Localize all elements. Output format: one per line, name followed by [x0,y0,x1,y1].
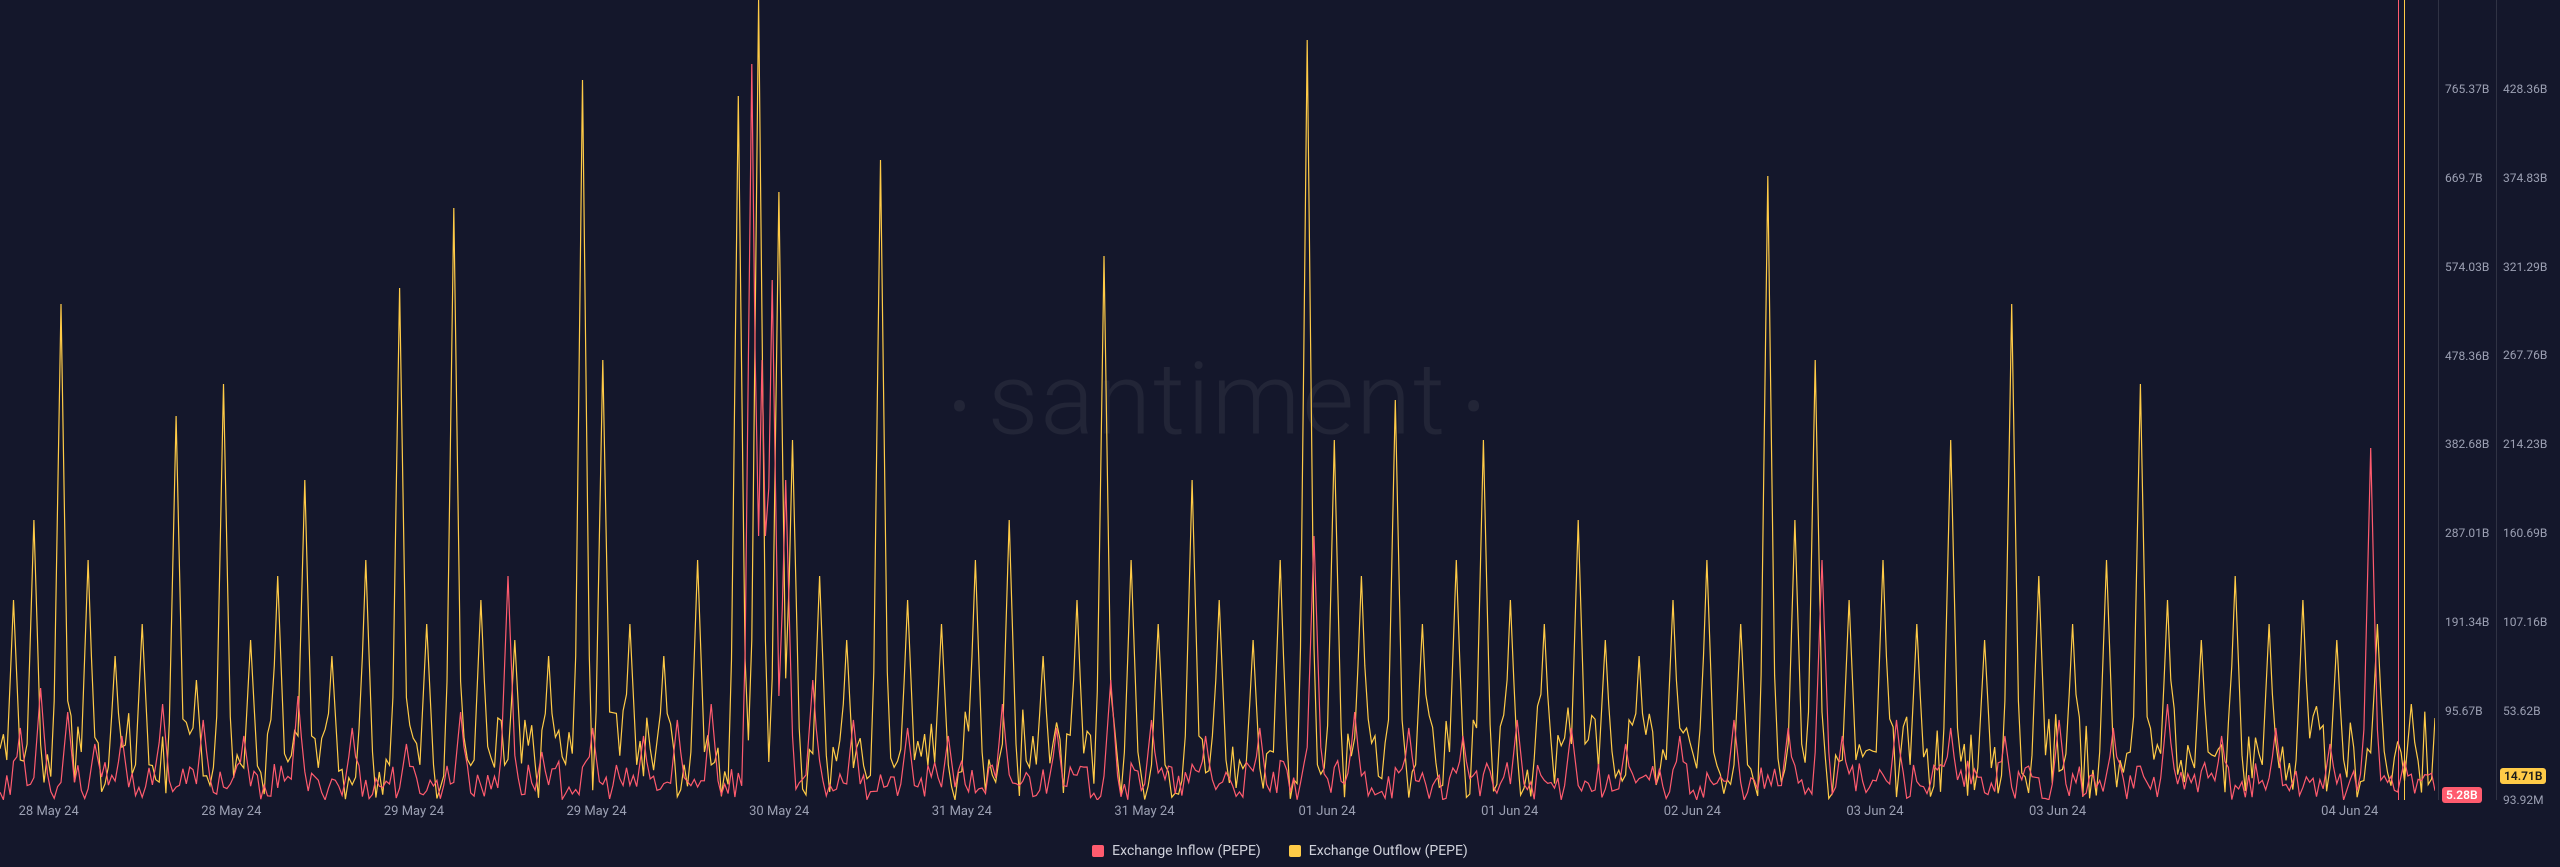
legend-item-outflow[interactable]: Exchange Outflow (PEPE) [1289,843,1468,859]
x-tick: 29 May 24 [384,804,444,819]
legend-label: Exchange Outflow (PEPE) [1309,843,1468,859]
y-tick: 669.7B [2445,171,2483,185]
plot-area[interactable]: santiment [0,0,2435,800]
legend-swatch-inflow [1092,845,1104,857]
y-tick: 374.83B [2503,171,2547,185]
y-tick: 574.03B [2445,260,2489,274]
y-tick: 765.37B [2445,82,2489,96]
x-tick: 31 May 24 [932,804,992,819]
chart-svg [0,0,2435,800]
y-tick: 93.92M [2503,793,2544,807]
y-tick: 214.23B [2503,437,2547,451]
x-tick: 31 May 24 [1114,804,1174,819]
x-tick: 29 May 24 [566,804,626,819]
outflow-line [0,0,2435,800]
x-tick: 04 Jun 24 [2321,804,2378,819]
y-axis-inflow: 765.37B 669.7B 574.03B 478.36B 382.68B 287.01… [2438,0,2496,800]
legend-item-inflow[interactable]: Exchange Inflow (PEPE) [1092,843,1261,859]
x-tick: 30 May 24 [749,804,809,819]
cursor-line-inflow [2398,0,2399,800]
y-tick: 478.36B [2445,349,2489,363]
x-tick: 03 Jun 24 [1846,804,1903,819]
y-tick: 191.34B [2445,615,2489,629]
legend: Exchange Inflow (PEPE) Exchange Outflow … [0,835,2560,867]
x-axis: 28 May 24 28 May 24 29 May 24 29 May 24 30 M… [0,800,2435,820]
y-current-badge-inflow: 5.28B [2442,787,2482,803]
y-tick: 53.62B [2503,704,2541,718]
y-tick: 321.29B [2503,260,2547,274]
cursor-line-outflow [2404,0,2405,800]
x-tick: 02 Jun 24 [1664,804,1721,819]
y-tick: 160.69B [2503,526,2547,540]
y-tick: 107.16B [2503,615,2547,629]
chart-container: santiment 28 May 24 28 May 24 29 May 24 29 … [0,0,2560,867]
legend-label: Exchange Inflow (PEPE) [1112,843,1261,859]
x-tick: 28 May 24 [19,804,79,819]
y-current-badge-outflow: 14.71B [2500,768,2546,784]
y-tick: 428.36B [2503,82,2547,96]
y-tick: 267.76B [2503,348,2547,362]
x-tick: 03 Jun 24 [2029,804,2086,819]
y-axes: 765.37B 669.7B 574.03B 478.36B 382.68B 287.01… [2438,0,2558,800]
legend-swatch-outflow [1289,845,1301,857]
x-tick: 28 May 24 [201,804,261,819]
x-tick: 01 Jun 24 [1481,804,1538,819]
y-tick: 382.68B [2445,437,2489,451]
y-tick: 95.67B [2445,704,2483,718]
y-axis-outflow: 428.36B 374.83B 321.29B 267.76B 214.23B 160.6… [2496,0,2556,800]
y-tick: 287.01B [2445,526,2489,540]
x-tick: 01 Jun 24 [1298,804,1355,819]
